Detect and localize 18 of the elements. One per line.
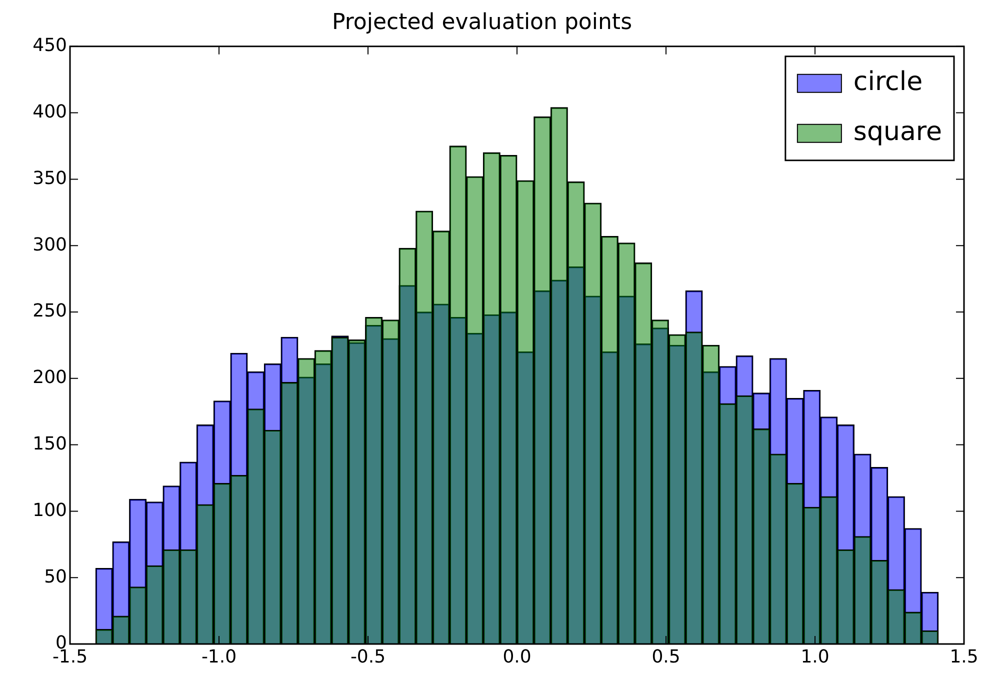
x-tick-label: -1.0 xyxy=(201,646,237,668)
y-tick-label: 400 xyxy=(32,101,67,122)
y-tick-label: 450 xyxy=(32,35,67,56)
legend-label: square xyxy=(853,117,942,148)
y-tick-label: 50 xyxy=(44,566,67,588)
x-tick-label: 0.0 xyxy=(502,646,532,668)
y-tick-label: 200 xyxy=(32,367,67,388)
x-tick-label: -0.5 xyxy=(350,646,386,668)
y-tick-label: 350 xyxy=(32,168,67,189)
y-tick-label: 100 xyxy=(32,500,67,521)
x-tick-label: 0.5 xyxy=(652,646,680,668)
chart-title: Projected evaluation points xyxy=(332,10,632,35)
x-tick-label: 1.5 xyxy=(950,646,978,668)
x-tick-label: 1.0 xyxy=(800,646,830,668)
y-tick-label: 300 xyxy=(32,234,67,256)
y-tick-label: 150 xyxy=(32,433,67,454)
legend-label: circle xyxy=(853,67,923,98)
y-tick-label: 250 xyxy=(32,300,67,322)
